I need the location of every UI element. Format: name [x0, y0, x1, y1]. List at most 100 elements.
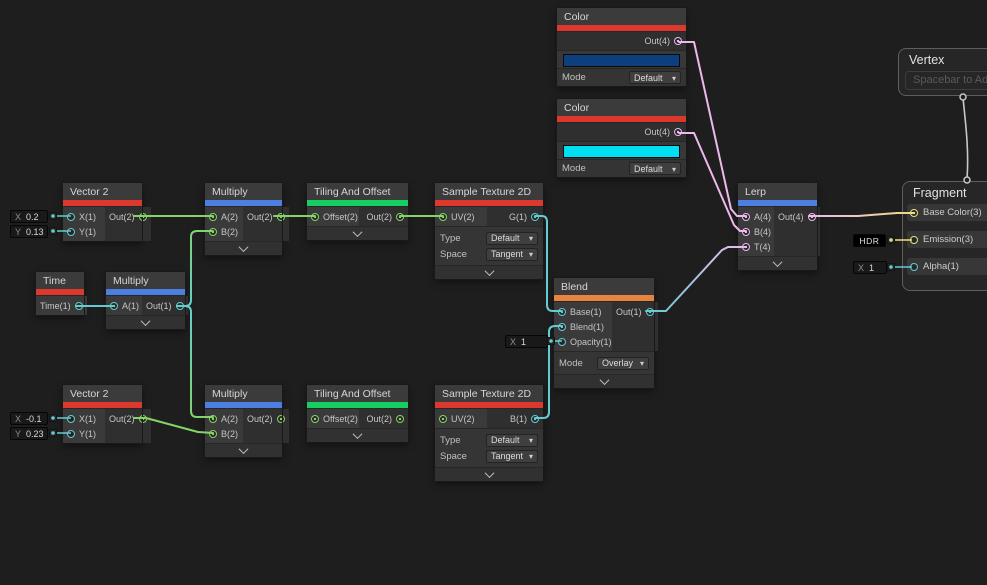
preview-collapse-strip[interactable] — [738, 256, 817, 270]
port-alpha-1-[interactable] — [910, 262, 918, 271]
port-time-1-[interactable] — [74, 301, 83, 310]
node-title[interactable]: Sample Texture 2D — [435, 183, 543, 200]
port-x-1-[interactable] — [67, 414, 75, 423]
port-out-2-[interactable] — [276, 212, 285, 221]
node-title[interactable]: Sample Texture 2D — [435, 385, 543, 402]
port-b-2-[interactable] — [209, 227, 217, 236]
port-a-4-[interactable] — [742, 212, 750, 221]
port-y-1-[interactable] — [67, 227, 75, 236]
inline-value-field[interactable]: X 0.2 — [10, 210, 48, 223]
node-vector2-bottom[interactable]: Vector 2 X(1) Y(1) Out(2) — [62, 384, 151, 444]
port-out-1-[interactable] — [645, 307, 654, 316]
node-title[interactable]: Multiply — [205, 385, 282, 402]
field-connector-dot[interactable] — [51, 416, 55, 420]
wire[interactable] — [678, 41, 747, 217]
field-connector-dot[interactable] — [51, 214, 55, 218]
preview-collapse-strip[interactable] — [307, 226, 408, 240]
option-dropdown[interactable]: Overlay — [597, 356, 649, 370]
port-out-2-[interactable] — [138, 212, 147, 221]
field-connector-dot[interactable] — [889, 265, 893, 269]
node-title[interactable]: Tiling And Offset — [307, 183, 408, 200]
wire[interactable] — [645, 246, 747, 312]
inline-value-field[interactable]: X -0.1 — [10, 412, 48, 425]
port-out-4-[interactable] — [674, 128, 682, 136]
node-sample-texture-top[interactable]: Sample Texture 2D UV(2) G(1) Type Default Spa… — [434, 182, 544, 280]
field-connector-dot[interactable] — [51, 431, 55, 435]
node-color-2[interactable]: Color Out(4) Mode Default — [556, 98, 687, 178]
port-x-1-[interactable] — [67, 212, 75, 221]
mode-dropdown[interactable]: Default — [629, 71, 681, 84]
port-uv-2-[interactable] — [439, 414, 447, 423]
port-base-1-[interactable] — [558, 307, 566, 316]
port-blend-1-[interactable] — [558, 322, 566, 331]
node-title[interactable]: Multiply — [106, 272, 185, 289]
option-dropdown[interactable]: Default — [486, 433, 538, 447]
block-port-emission-3-[interactable]: Emission(3) — [907, 231, 987, 248]
port-emission-3-[interactable] — [910, 235, 918, 244]
wire[interactable] — [678, 132, 747, 232]
port-out-4-[interactable] — [674, 37, 682, 45]
node-title[interactable]: Vector 2 — [63, 183, 142, 200]
node-title[interactable]: Color — [557, 8, 686, 25]
port-out-1-[interactable] — [175, 301, 184, 310]
inline-value-field[interactable]: Y 0.13 — [10, 225, 48, 238]
port-a-2-[interactable] — [209, 212, 217, 221]
preview-collapse-strip[interactable] — [106, 315, 185, 329]
port-b-4-[interactable] — [742, 227, 750, 236]
color-swatch[interactable] — [563, 145, 680, 158]
port-out-2-[interactable] — [396, 414, 404, 423]
node-title[interactable]: Lerp — [738, 183, 817, 200]
port-out-2-[interactable] — [138, 414, 147, 423]
node-tiling-offset-top[interactable]: Tiling And Offset Offset(2) Out(2) — [306, 182, 409, 241]
port-opacity-1-[interactable] — [558, 337, 566, 346]
block-port-alpha-1-[interactable]: Alpha(1) — [907, 258, 987, 275]
port-b-1-[interactable] — [531, 414, 539, 423]
wire[interactable] — [808, 212, 915, 217]
field-connector-dot[interactable] — [51, 229, 55, 233]
node-lerp[interactable]: Lerp A(4) B(4) T(4) Out(4) — [737, 182, 820, 271]
preview-collapse-strip[interactable] — [435, 467, 543, 481]
context-block-vertex[interactable]: Vertex Spacebar to Add Node — [898, 48, 987, 96]
preview-collapse-strip[interactable] — [307, 428, 408, 442]
color-swatch[interactable] — [563, 54, 680, 67]
preview-collapse-strip[interactable] — [554, 374, 654, 388]
port-out-2-[interactable] — [396, 212, 404, 221]
node-multiply-top[interactable]: Multiply A(2) B(2) Out(2) — [204, 182, 289, 256]
context-block-fragment[interactable]: Fragment Base Color(3) Emission(3) Alpha(1) — [902, 181, 987, 291]
port-uv-2-[interactable] — [439, 212, 447, 221]
field-connector-dot[interactable] — [549, 339, 553, 343]
node-tiling-offset-bottom[interactable]: Tiling And Offset Offset(2) Out(2) — [306, 384, 409, 443]
preview-collapse-strip[interactable] — [205, 241, 282, 255]
option-dropdown[interactable]: Default — [486, 231, 538, 245]
node-title[interactable]: Vector 2 — [63, 385, 142, 402]
port-a-1-[interactable] — [110, 301, 118, 310]
port-a-2-[interactable] — [209, 414, 217, 423]
port-y-1-[interactable] — [67, 429, 75, 438]
node-time[interactable]: Time Time(1) — [35, 271, 87, 316]
node-vector2-top[interactable]: Vector 2 X(1) Y(1) Out(2) — [62, 182, 151, 242]
port-b-2-[interactable] — [209, 429, 217, 438]
inline-value-field[interactable]: Y 0.23 — [10, 427, 48, 440]
context-edge[interactable] — [962, 97, 969, 180]
port-base-color-3-[interactable] — [910, 208, 918, 217]
option-dropdown[interactable]: Tangent — [486, 449, 538, 463]
preview-collapse-strip[interactable] — [205, 443, 282, 457]
node-title[interactable]: Multiply — [205, 183, 282, 200]
block-port-base-color-3-[interactable]: Base Color(3) — [907, 204, 987, 221]
node-color-1[interactable]: Color Out(4) Mode Default — [556, 7, 687, 87]
node-blend[interactable]: Blend Base(1) Blend(1) Opacity(1) Out(1) Mode… — [553, 277, 658, 389]
option-dropdown[interactable]: Tangent — [486, 247, 538, 261]
hdr-badge[interactable]: HDR — [853, 234, 886, 247]
node-multiply-mid[interactable]: Multiply A(1) Out(1) — [105, 271, 188, 330]
port-out-2-[interactable] — [276, 414, 285, 423]
port-g-1-[interactable] — [531, 212, 539, 221]
port-out-4-[interactable] — [807, 212, 816, 221]
preview-collapse-strip[interactable] — [435, 265, 543, 279]
mode-dropdown[interactable]: Default — [629, 162, 681, 175]
port-offset-2-[interactable] — [311, 212, 319, 221]
node-sample-texture-bottom[interactable]: Sample Texture 2D UV(2) B(1) Type Default Spa… — [434, 384, 544, 482]
field-connector-dot[interactable] — [889, 238, 893, 242]
